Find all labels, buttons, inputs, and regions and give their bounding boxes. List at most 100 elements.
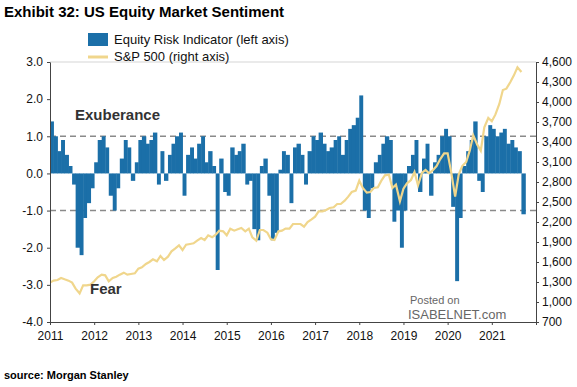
bar [473, 121, 477, 173]
tick-label: 2,200 [542, 215, 572, 229]
bar [429, 173, 433, 195]
bar [274, 173, 278, 232]
tick-mark [47, 99, 50, 100]
bar [230, 147, 234, 173]
bar [179, 133, 183, 174]
legend-label: Equity Risk Indicator (left axis) [114, 32, 289, 47]
tick-label: 1,600 [542, 255, 572, 269]
bar [356, 118, 360, 174]
tick-label: -4.0 [22, 315, 43, 329]
tick-label: 2012 [81, 329, 108, 343]
bar [319, 133, 323, 174]
bar [120, 159, 124, 174]
bar [488, 125, 492, 173]
bar [392, 173, 396, 221]
source: source: Morgan Stanley [4, 369, 130, 381]
tick-label: 2014 [170, 329, 197, 343]
bar [267, 173, 271, 195]
tick: 1.0 [26, 130, 50, 144]
bar [105, 147, 109, 173]
axis-line [47, 63, 51, 323]
bar [208, 151, 212, 173]
bar [216, 173, 220, 270]
bar [65, 155, 69, 174]
tick: 2019 [391, 322, 418, 343]
tick-label: 1.0 [26, 130, 43, 144]
tick-label: 3,700 [542, 115, 572, 129]
tick-mark [536, 162, 539, 163]
tick: 0.0 [26, 167, 50, 181]
annotation: ISABELNET.com [408, 307, 506, 322]
tick-mark [138, 322, 139, 325]
bar [514, 147, 518, 173]
reference-line [50, 136, 536, 138]
tick: 2,200 [536, 215, 572, 229]
tick: 1,300 [536, 275, 572, 289]
bar [87, 173, 91, 203]
tick-label: 4,000 [542, 95, 572, 109]
bar [389, 140, 393, 173]
tick-label: 3,400 [542, 135, 572, 149]
bar [58, 151, 62, 173]
line [50, 67, 521, 293]
bar [282, 151, 286, 173]
reference-line [50, 210, 536, 212]
bar [164, 173, 168, 180]
bar [102, 136, 106, 173]
legend: Equity Risk Indicator (left axis)S&P 500… [88, 32, 289, 64]
tick-mark [536, 302, 539, 303]
bar [190, 147, 194, 173]
bar [308, 151, 312, 173]
x-axis: 2011201220132014201520162017201820192020… [38, 322, 537, 343]
bar [142, 136, 146, 173]
tick-label: 2013 [126, 329, 153, 343]
bar [345, 140, 349, 173]
bar [124, 140, 128, 173]
tick: 2014 [170, 322, 197, 343]
bar [381, 144, 385, 174]
bar [484, 136, 488, 173]
axis-line [537, 63, 540, 323]
bar [241, 144, 245, 174]
bar [138, 140, 142, 173]
tick: 3,700 [536, 115, 572, 129]
bar [219, 159, 223, 174]
bar [69, 166, 73, 173]
bar [76, 173, 80, 247]
tick: 1,000 [536, 295, 572, 309]
tick: 2020 [435, 322, 462, 343]
bar [521, 173, 525, 214]
tick-mark [448, 322, 449, 325]
bar [186, 155, 190, 174]
bar [201, 136, 205, 173]
tick: 2011 [38, 322, 64, 343]
tick-mark [492, 322, 493, 325]
bar [477, 173, 481, 180]
axis-line [51, 323, 537, 326]
bar [127, 147, 131, 173]
tick: 4,600 [536, 55, 572, 69]
bar [83, 173, 87, 218]
bar [337, 136, 341, 173]
tick-label: 4,300 [542, 75, 572, 89]
bar [234, 155, 238, 174]
tick-label: 700 [542, 315, 562, 329]
bar [378, 155, 382, 174]
tick-label: 2017 [302, 329, 329, 343]
tick: -1.0 [22, 204, 50, 218]
tick-label: -3.0 [22, 278, 43, 292]
tick: 2018 [346, 322, 373, 343]
bar [135, 162, 139, 173]
bar [444, 129, 448, 174]
bar [407, 166, 411, 173]
bar [238, 151, 242, 173]
tick-label: 2011 [38, 329, 64, 343]
bar [113, 173, 117, 210]
bar [400, 173, 404, 247]
tick-mark [536, 62, 539, 63]
tick-mark [47, 62, 50, 63]
plot-area [50, 67, 536, 293]
annotation: Posted on [410, 294, 460, 306]
bar [109, 173, 113, 195]
bar [227, 173, 231, 195]
